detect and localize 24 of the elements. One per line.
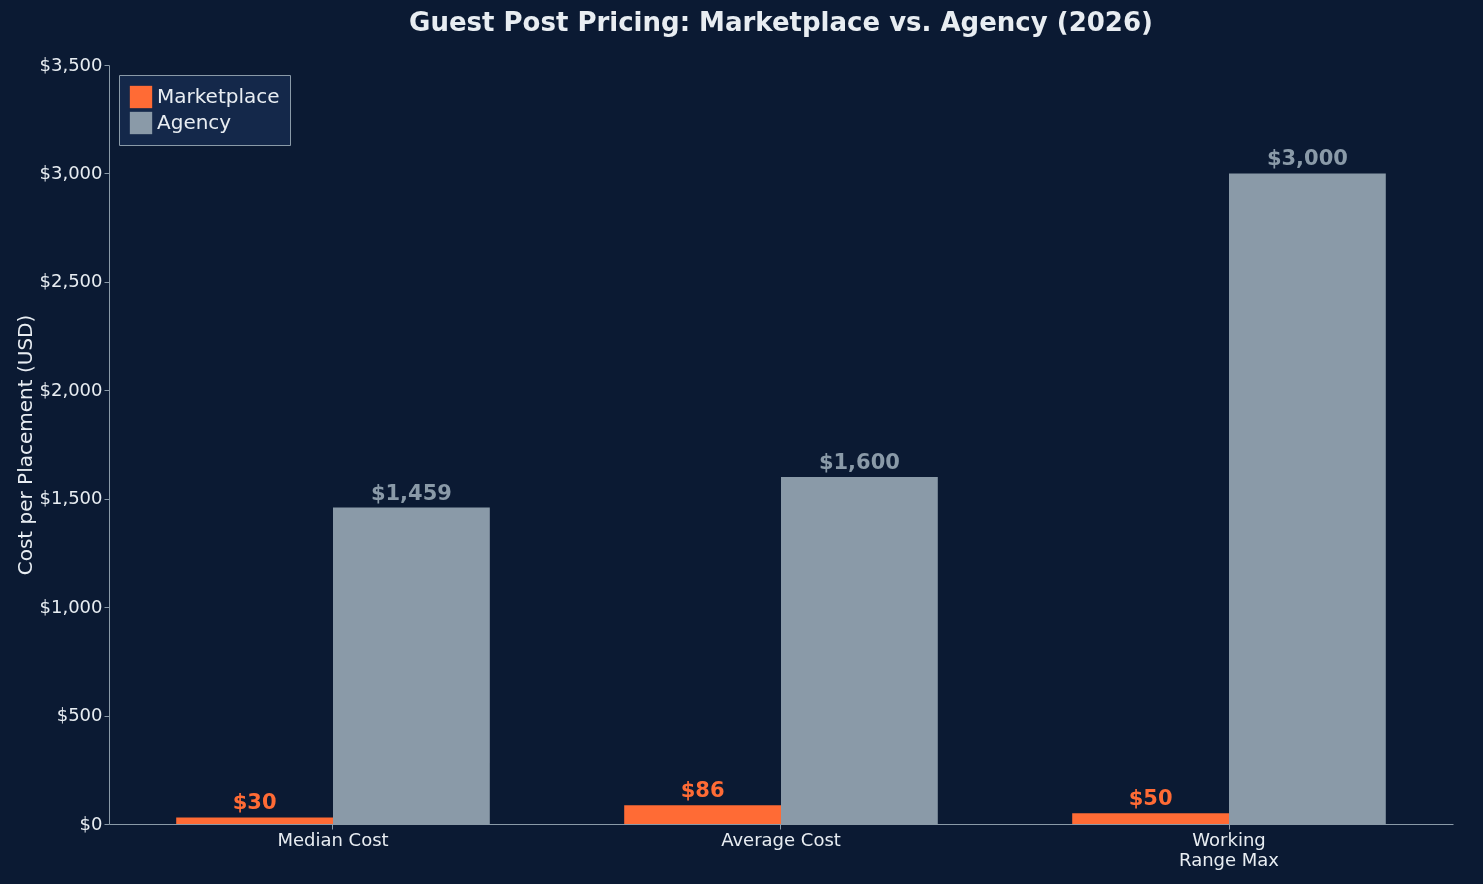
data-label: $3,000 <box>1266 146 1348 171</box>
x-tick-label: Working Range Max <box>1179 828 1280 870</box>
y-tick-label: $0 <box>79 812 103 834</box>
data-label: $1,459 <box>370 480 452 505</box>
y-tick-label: $1,000 <box>39 595 103 617</box>
legend-label: Marketplace <box>157 84 280 108</box>
chart-title: Guest Post Pricing: Marketplace vs. Agency (2026) <box>409 7 1153 37</box>
y-tick-label: $1,500 <box>39 487 103 509</box>
data-label: $30 <box>232 790 277 815</box>
bar <box>624 805 781 824</box>
y-tick-label: $2,500 <box>39 270 103 292</box>
y-tick-label: $500 <box>56 704 103 726</box>
bar <box>1072 813 1229 824</box>
y-tick-label: $2,000 <box>39 378 103 400</box>
bar <box>176 817 333 824</box>
data-label: $50 <box>1128 786 1173 811</box>
data-label: $1,600 <box>818 450 900 475</box>
data-label: $86 <box>680 778 725 803</box>
y-tick-label: $3,500 <box>39 53 103 75</box>
x-tick-label: Average Cost <box>721 828 841 850</box>
y-axis-title: Cost per Placement (USD) <box>12 314 37 576</box>
y-tick-label: $3,000 <box>39 161 103 183</box>
legend-label: Agency <box>157 110 232 134</box>
x-tick-label: Median Cost <box>277 828 389 850</box>
